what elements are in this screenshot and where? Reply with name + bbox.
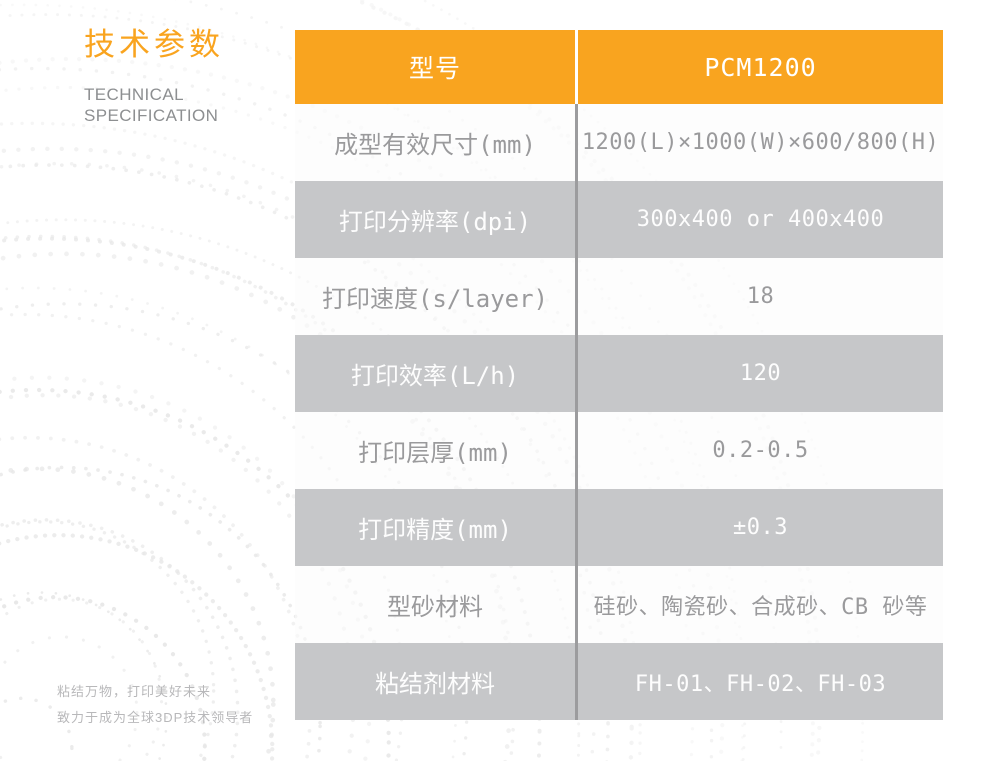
table-row: 打印分辨率(dpi) 300x400 or 400x400 <box>295 181 943 258</box>
spec-table: 型号 PCM1200 成型有效尺寸(mm) 1200(L)×1000(W)×60… <box>295 30 943 720</box>
row-label: 型砂材料 <box>387 593 483 621</box>
table-row: 型砂材料 硅砂、陶瓷砂、合成砂、CB 砂等 <box>295 566 943 643</box>
row-value: 硅砂、陶瓷砂、合成砂、CB 砂等 <box>593 594 928 620</box>
row-value: 120 <box>739 361 782 386</box>
table-row: 成型有效尺寸(mm) 1200(L)×1000(W)×600/800(H) <box>295 104 943 181</box>
table-row: 打印精度(mm) ±0.3 <box>295 489 943 566</box>
row-label: 打印精度(mm) <box>358 516 512 544</box>
table-row: 粘结剂材料 FH-01、FH-02、FH-03 <box>295 643 943 720</box>
row-label: 打印分辨率(dpi) <box>338 208 532 236</box>
slogan-line2: 致力于成为全球3DP技术领导者 <box>57 710 254 725</box>
page-subtitle: TECHNICAL SPECIFICATION <box>84 84 224 126</box>
page-title: 技术参数 <box>84 27 224 63</box>
row-value: 0.2-0.5 <box>712 438 809 463</box>
slogan-line1: 粘结万物，打印美好未来 <box>57 684 212 699</box>
row-label: 打印速度(s/layer) <box>321 285 549 313</box>
row-value: 300x400 or 400x400 <box>636 207 885 232</box>
row-label: 打印层厚(mm) <box>358 439 512 467</box>
row-value: 18 <box>746 284 775 309</box>
table-row: 打印效率(L/h) 120 <box>295 335 943 412</box>
page-subtitle-line2: SPECIFICATION <box>84 106 219 126</box>
row-value: 1200(L)×1000(W)×600/800(H) <box>581 130 940 155</box>
row-label: 粘结剂材料 <box>375 670 495 698</box>
title-block: 技术参数 TECHNICAL SPECIFICATION <box>84 28 224 126</box>
row-value: FH-01、FH-02、FH-03 <box>634 671 887 697</box>
footer-slogans: 粘结万物，打印美好未来 致力于成为全球3DP技术领导者 <box>57 679 253 731</box>
row-label: 打印效率(L/h) <box>350 362 520 390</box>
table-row: 打印速度(s/layer) 18 <box>295 258 943 335</box>
page-subtitle-line1: TECHNICAL <box>84 85 184 105</box>
table-header-label: 型号 <box>408 54 461 83</box>
table-header-value: PCM1200 <box>704 52 817 82</box>
row-value: ±0.3 <box>733 515 788 540</box>
row-label: 成型有效尺寸(mm) <box>334 131 536 159</box>
table-row: 打印层厚(mm) 0.2-0.5 <box>295 412 943 489</box>
table-header-row: 型号 PCM1200 <box>295 30 943 104</box>
